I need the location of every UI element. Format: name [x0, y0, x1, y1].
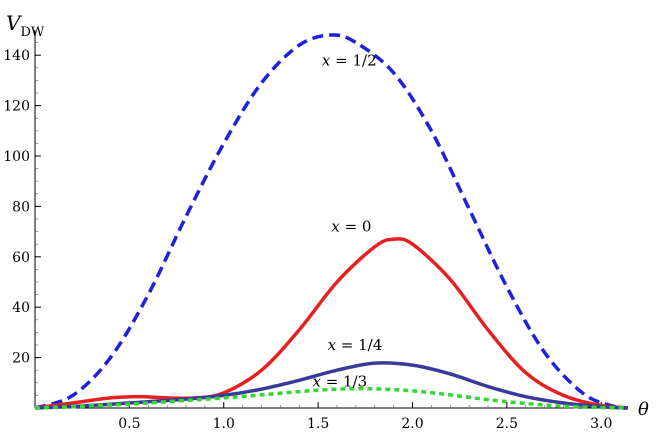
x-tick-label: 0.5	[118, 416, 140, 432]
annotation-label: x = 0	[331, 218, 371, 236]
series-line-x-0	[34, 237, 628, 410]
y-tick-label: 140	[3, 48, 30, 64]
x-tick-label: 1.0	[213, 416, 235, 432]
series-layer	[34, 33, 628, 410]
x-tick-label: 2.0	[401, 416, 423, 432]
y-tick-label: 120	[3, 99, 30, 115]
series-line-x-1-2	[34, 33, 628, 410]
y-tick-label: 20	[12, 351, 30, 367]
x-tick-label: 1.5	[307, 416, 329, 432]
axes: 0.5 1.0 1.5 2.0 2.5 3.0 20 40 60 80 100 120 140	[3, 30, 628, 432]
annotations: x = 1/2 x = 0 x = 1/4 x = 1/3	[312, 51, 382, 390]
y-tick-label: 60	[12, 250, 30, 266]
x-axis-label: θ	[638, 399, 649, 420]
annotation-label: x = 1/2	[322, 51, 377, 69]
y-axis-label: VDW	[6, 11, 45, 40]
y-tick-label: 100	[3, 149, 30, 165]
series-line-x-1-3	[34, 386, 628, 410]
y-tick-label: 80	[12, 199, 30, 215]
annotation-label: x = 1/3	[312, 373, 367, 391]
x-tick-label: 2.5	[496, 416, 518, 432]
annotation-label: x = 1/4	[328, 336, 383, 354]
y-tick-label: 40	[12, 300, 30, 316]
x-tick-label: 3.0	[590, 416, 612, 432]
